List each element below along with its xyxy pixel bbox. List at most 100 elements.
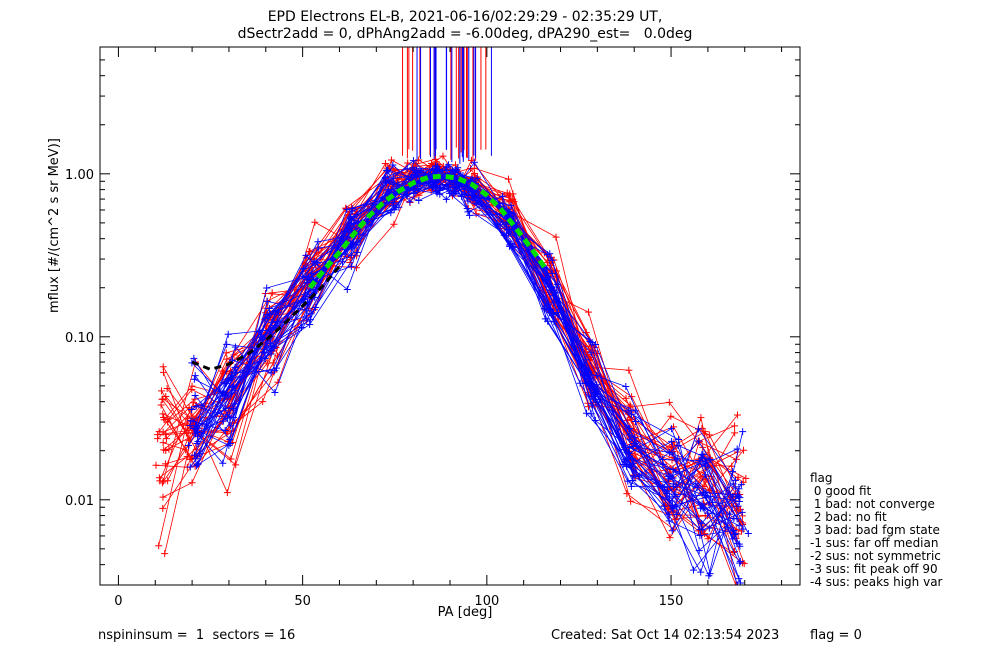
flux-point — [690, 566, 698, 574]
flux-point — [183, 453, 191, 461]
fit-layer — [191, 173, 548, 372]
flux-point — [192, 462, 200, 470]
flux-curve — [158, 162, 735, 552]
flux-point — [451, 188, 459, 196]
flux-point — [191, 392, 199, 400]
flux-point — [553, 280, 561, 288]
flux-point — [415, 196, 423, 204]
flux-point — [626, 435, 634, 443]
flux-point — [226, 414, 234, 422]
flux-point — [229, 374, 237, 382]
flux-point — [625, 366, 633, 374]
flux-point — [734, 502, 742, 510]
flux-point — [585, 308, 593, 316]
flux-point — [263, 297, 271, 305]
flux-point — [155, 542, 163, 550]
flux-point — [507, 202, 515, 210]
flux-point — [157, 401, 165, 409]
flux-point — [697, 568, 705, 576]
flux-point — [732, 581, 740, 585]
flux-point — [156, 477, 164, 485]
flux-point — [188, 406, 196, 414]
flux-point — [694, 425, 702, 433]
flux-point — [591, 384, 599, 392]
flux-curve — [165, 172, 745, 564]
flux-point — [256, 328, 264, 336]
flux-point — [499, 192, 507, 200]
y-tick-label: 0.01 — [65, 494, 94, 509]
flux-point — [231, 363, 239, 371]
flux-point — [191, 372, 199, 380]
flux-point — [733, 445, 741, 453]
flux-curve — [167, 165, 747, 491]
flux-point — [347, 215, 355, 223]
flux-point — [302, 306, 310, 314]
flux-point — [439, 152, 447, 160]
flux-point — [273, 317, 281, 325]
footer-created: Created: Sat Oct 14 02:13:54 2023 — [551, 628, 780, 643]
flux-point — [347, 251, 355, 259]
flux-point — [588, 339, 596, 347]
flux-point — [223, 489, 231, 497]
flux-point — [696, 532, 704, 540]
flux-curve — [157, 172, 733, 534]
flux-point — [433, 162, 441, 170]
flux-point — [472, 210, 480, 218]
flux-curve — [163, 159, 735, 488]
flux-point — [665, 511, 673, 519]
flux-point — [466, 185, 474, 193]
flux-point — [624, 477, 632, 485]
flux-point — [442, 195, 450, 203]
legend-item: 2 bad: no fit — [810, 510, 887, 524]
flux-point — [697, 414, 705, 422]
flux-point — [263, 311, 271, 319]
flux-point — [188, 386, 196, 394]
flux-point — [698, 455, 706, 463]
footer-left: nspininsum = 1 sectors = 16 — [98, 628, 296, 643]
flux-point — [265, 304, 273, 312]
flux-point — [259, 398, 267, 406]
flux-point — [159, 493, 167, 501]
flux-point — [193, 460, 201, 468]
flux-point — [729, 480, 737, 488]
flux-point — [187, 417, 195, 425]
flux-point — [665, 448, 673, 456]
flux-point — [229, 405, 237, 413]
flux-point — [159, 504, 167, 512]
flux-point — [473, 174, 481, 182]
flux-point — [152, 461, 160, 469]
flux-point — [392, 203, 400, 211]
flux-point — [470, 158, 478, 166]
flux-point — [631, 407, 639, 415]
flux-point — [219, 417, 227, 425]
flux-point — [182, 446, 190, 454]
flux-point — [311, 218, 319, 226]
flux-point — [190, 375, 198, 383]
flux-point — [504, 175, 512, 183]
flux-point — [553, 308, 561, 316]
flux-point — [390, 220, 398, 228]
flux-point — [582, 356, 590, 364]
chart-title-line1: EPD Electrons EL-B, 2021-06-16/02:29:29 … — [267, 9, 663, 25]
flux-point — [160, 416, 168, 424]
flux-point — [632, 417, 640, 425]
flux-point — [736, 579, 744, 585]
flux-point — [736, 557, 744, 565]
flux-point — [543, 265, 551, 273]
flux-point — [702, 493, 710, 501]
flux-point — [261, 355, 269, 363]
flux-point — [348, 205, 356, 213]
flux-point — [742, 474, 750, 482]
flux-point — [267, 369, 275, 377]
flux-point — [627, 482, 635, 490]
flux-point — [510, 210, 518, 218]
flux-point — [470, 164, 478, 172]
flux-point — [223, 355, 231, 363]
flux-point — [387, 156, 395, 164]
flux-point — [506, 190, 514, 198]
flux-point — [736, 559, 744, 567]
flux-point — [733, 411, 741, 419]
flux-point — [415, 156, 423, 164]
flux-point — [627, 410, 635, 418]
flux-point — [704, 509, 712, 517]
